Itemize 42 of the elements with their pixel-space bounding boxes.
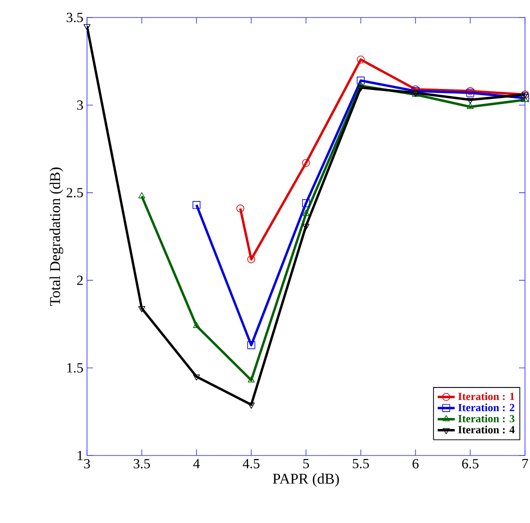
point [357,82,364,88]
x-tick-label: 6 [412,459,419,468]
y-tick-label: 1 [78,450,83,460]
point [138,192,146,198]
point [192,201,200,209]
legend-label: Iteration : 1 [458,392,514,400]
point [302,158,310,167]
legend-label: Iteration : 4 [458,426,515,434]
x-tick-label: 3.5 [134,459,150,468]
x-tick-label: 6.5 [462,459,478,468]
point [357,85,364,92]
legend-label: Iteration : 2 [458,404,514,412]
point [138,306,146,312]
y-tick-label: 1.5 [67,363,83,373]
point [356,76,365,85]
point [247,341,256,350]
point [302,224,310,230]
y-tick-label: 3 [77,100,83,110]
point [356,56,365,64]
point [193,322,200,328]
y-tick-label: 3.5 [66,12,83,22]
point [302,210,310,216]
x-tick-label: 5 [303,459,309,468]
point [466,98,474,104]
point [247,255,256,264]
x-tick-label: 5.5 [352,459,369,468]
x-tick-label: 4 [193,459,200,468]
x-tick-label: 4.5 [242,459,260,468]
y-tick-label: 2 [77,276,83,285]
point [236,204,244,212]
point [302,199,310,208]
point [466,102,474,109]
x-tick-label: 3 [84,459,90,468]
x-axis-title: PAPR (dB) [272,473,339,487]
y-axis-title: Total Degradation (dB) [50,168,64,306]
x-tick-label: 7 [522,459,528,468]
point [84,24,90,30]
point [248,402,255,409]
point [248,376,255,382]
y-tick-label: 2.5 [66,188,83,198]
legend-label: Iteration : 3 [458,414,514,422]
point [193,374,200,381]
